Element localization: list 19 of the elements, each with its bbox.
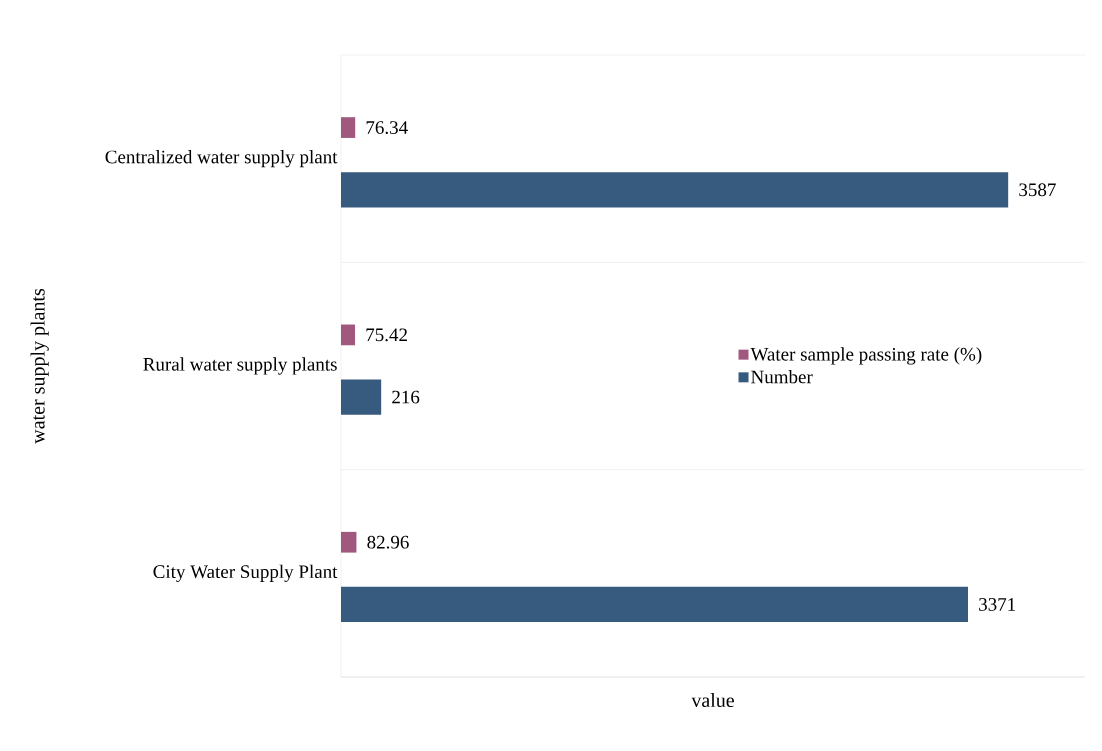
y-tick-label: City Water Supply Plant [153,564,338,582]
y-axis-title: water supply plants [30,288,49,444]
data-label: 76.34 [366,121,408,134]
data-label: 3587 [1019,183,1056,197]
bar [341,531,357,553]
bar [341,379,382,415]
legend-label: Number [751,370,813,384]
data-label: 82.96 [367,535,409,549]
data-label: 216 [392,390,420,404]
bar [341,172,1009,208]
bar [341,117,356,138]
bar [341,586,969,623]
bar [341,324,356,346]
x-axis-title: value [691,692,734,708]
y-tick-label: Rural water supply plants [143,357,337,375]
data-label: 3371 [979,598,1016,611]
data-label: 75.42 [366,328,407,342]
y-tick-label: Centralized water supply plant [105,150,338,168]
legend-label: Water sample passing rate (%) [750,347,982,365]
